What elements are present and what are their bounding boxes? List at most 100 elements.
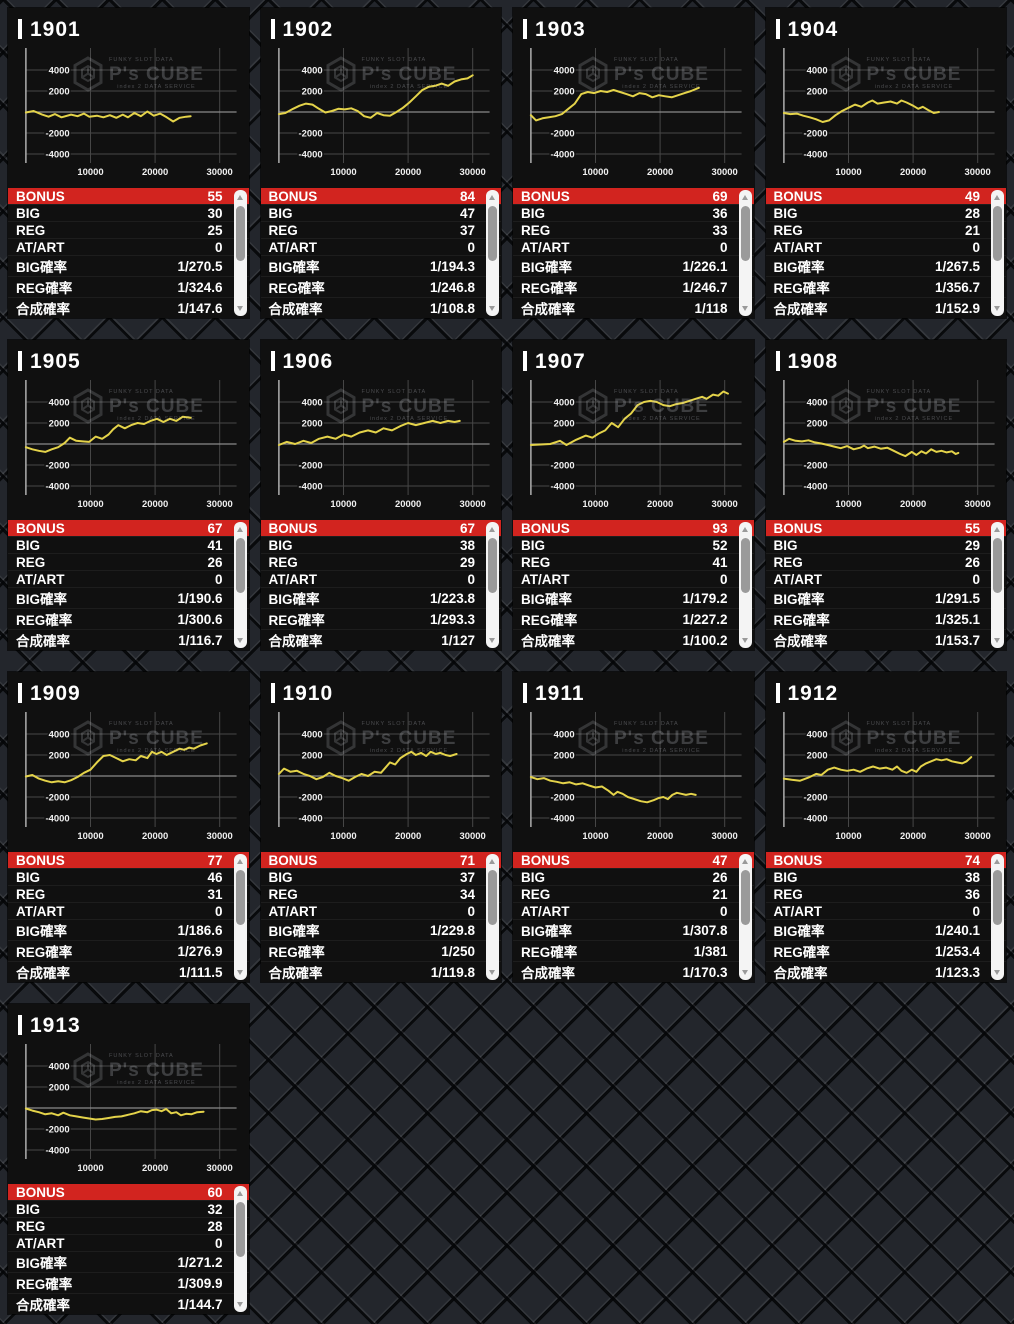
scroll-down-icon[interactable]: [236, 638, 243, 643]
scroll-up-icon[interactable]: [236, 195, 243, 200]
scroll-up-icon[interactable]: [489, 859, 495, 864]
table-scrollbar[interactable]: [991, 522, 1004, 648]
stats-table[interactable]: BONUS 55 BIG 29 REG 26 AT/ART 0 BIG確率 1/291.5 REG確…: [765, 520, 1006, 650]
scroll-up-icon[interactable]: [236, 527, 243, 532]
stat-row: 合成確率 1/147.6: [8, 297, 249, 318]
table-scrollbar[interactable]: [233, 1186, 247, 1312]
scroll-down-icon[interactable]: [489, 638, 495, 643]
stat-row: AT/ART 0: [513, 238, 754, 255]
svg-text:-2000: -2000: [298, 792, 322, 803]
stats-table[interactable]: BONUS 93 BIG 52 REG 41 AT/ART 0 BIG確率 1/179.2 REG確…: [513, 520, 754, 650]
stat-row-bonus: BONUS 74: [765, 852, 1006, 868]
scroll-down-icon[interactable]: [994, 970, 1000, 975]
table-scrollbar[interactable]: [738, 854, 752, 980]
svg-text:10000: 10000: [582, 831, 608, 842]
scrollbar-thumb[interactable]: [235, 538, 245, 593]
table-scrollbar[interactable]: [738, 522, 752, 648]
stat-label: BIG: [16, 205, 41, 221]
machine-number: 1903: [535, 17, 586, 41]
svg-text:10000: 10000: [330, 167, 356, 178]
machine-panel: 1911 FUNKY SLOT DATA P's CUBE index 2 DA…: [513, 672, 754, 982]
table-scrollbar[interactable]: [991, 854, 1004, 980]
stats-table[interactable]: BONUS 60 BIG 32 REG 28 AT/ART 0 BIG確率 1/271.2 REG確…: [8, 1184, 249, 1314]
scrollbar-thumb[interactable]: [488, 870, 497, 925]
stats-table[interactable]: BONUS 69 BIG 36 REG 33 AT/ART 0 BIG確率 1/226.1 REG確…: [513, 188, 754, 318]
scrollbar-thumb[interactable]: [488, 206, 497, 261]
table-scrollbar[interactable]: [738, 190, 752, 316]
scroll-down-icon[interactable]: [489, 970, 495, 975]
stats-table[interactable]: BONUS 47 BIG 26 REG 21 AT/ART 0 BIG確率 1/307.8 REG確…: [513, 852, 754, 982]
svg-text:30000: 30000: [964, 167, 990, 178]
svg-text:30000: 30000: [207, 499, 233, 510]
table-scrollbar[interactable]: [233, 854, 247, 980]
scrollbar-thumb[interactable]: [993, 870, 1002, 925]
stats-table[interactable]: BONUS 84 BIG 47 REG 37 AT/ART 0 BIG確率 1/194.3 REG確…: [260, 188, 501, 318]
scroll-down-icon[interactable]: [741, 638, 748, 643]
slump-graph: 4000 2000 -2000 -4000 10000 20000 30000: [277, 712, 490, 842]
scroll-down-icon[interactable]: [236, 306, 243, 311]
stat-label: 合成確率: [268, 966, 323, 981]
scroll-down-icon[interactable]: [741, 306, 748, 311]
svg-text:30000: 30000: [207, 1163, 233, 1174]
stats-table[interactable]: BONUS 49 BIG 28 REG 21 AT/ART 0 BIG確率 1/267.5 REG確…: [765, 188, 1006, 318]
stat-label: BIG確率: [268, 924, 320, 939]
scroll-up-icon[interactable]: [236, 1191, 243, 1196]
table-scrollbar[interactable]: [233, 190, 247, 316]
scrollbar-thumb[interactable]: [488, 538, 497, 593]
stat-row: BIG確率 1/270.5: [8, 255, 249, 276]
stat-value: 1/116.7: [178, 632, 223, 648]
table-scrollbar[interactable]: [486, 854, 499, 980]
scroll-down-icon[interactable]: [994, 638, 1000, 643]
scrollbar-thumb[interactable]: [993, 206, 1002, 261]
stats-table[interactable]: BONUS 67 BIG 41 REG 26 AT/ART 0 BIG確率 1/190.6 REG確…: [8, 520, 249, 650]
scroll-down-icon[interactable]: [994, 306, 1000, 311]
stat-row: REG確率 1/253.4: [765, 940, 1006, 961]
scroll-up-icon[interactable]: [994, 527, 1000, 532]
scroll-up-icon[interactable]: [741, 195, 748, 200]
scroll-down-icon[interactable]: [236, 970, 243, 975]
scrollbar-thumb[interactable]: [740, 538, 750, 593]
scrollbar-thumb[interactable]: [235, 206, 245, 261]
stat-value: 21: [964, 222, 980, 238]
stats-table[interactable]: BONUS 74 BIG 38 REG 36 AT/ART 0 BIG確率 1/240.1 REG確…: [765, 852, 1006, 982]
slump-graph-area: FUNKY SLOT DATA P's CUBE index 2 DATA SE…: [261, 42, 502, 188]
stats-table[interactable]: BONUS 67 BIG 38 REG 29 AT/ART 0 BIG確率 1/223.8 REG確…: [260, 520, 501, 650]
stats-table[interactable]: BONUS 77 BIG 46 REG 31 AT/ART 0 BIG確率 1/186.6 REG確…: [8, 852, 249, 982]
stat-row: AT/ART 0: [765, 570, 1006, 587]
scroll-up-icon[interactable]: [994, 195, 1000, 200]
scroll-up-icon[interactable]: [741, 859, 748, 864]
scroll-down-icon[interactable]: [489, 306, 495, 311]
svg-text:20000: 20000: [142, 1163, 168, 1174]
stat-value: 0: [719, 903, 728, 919]
stat-row: REG 29: [260, 553, 501, 570]
scroll-up-icon[interactable]: [489, 527, 495, 532]
scrollbar-thumb[interactable]: [235, 1202, 245, 1257]
slump-graph-area: FUNKY SLOT DATA P's CUBE index 2 DATA SE…: [513, 42, 754, 188]
table-scrollbar[interactable]: [486, 522, 499, 648]
scrollbar-thumb[interactable]: [740, 206, 750, 261]
scroll-up-icon[interactable]: [489, 195, 495, 200]
slump-graph-area: FUNKY SLOT DATA P's CUBE index 2 DATA SE…: [8, 706, 249, 852]
slump-graph-area: FUNKY SLOT DATA P's CUBE index 2 DATA SE…: [261, 374, 502, 520]
table-scrollbar[interactable]: [991, 190, 1004, 316]
scroll-down-icon[interactable]: [236, 1302, 243, 1307]
stat-row: REG確率 1/309.9: [8, 1272, 249, 1293]
table-scrollbar[interactable]: [486, 190, 499, 316]
scroll-up-icon[interactable]: [236, 859, 243, 864]
stat-label: REG確率: [16, 1277, 73, 1292]
stat-row: BIG確率 1/194.3: [260, 255, 501, 276]
scroll-up-icon[interactable]: [994, 859, 1000, 864]
scrollbar-thumb[interactable]: [740, 870, 750, 925]
table-scrollbar[interactable]: [233, 522, 247, 648]
scrollbar-thumb[interactable]: [993, 538, 1002, 593]
scroll-down-icon[interactable]: [741, 970, 748, 975]
stats-table[interactable]: BONUS 71 BIG 37 REG 34 AT/ART 0 BIG確率 1/229.8 REG確…: [260, 852, 501, 982]
svg-text:4000: 4000: [49, 397, 70, 408]
scroll-up-icon[interactable]: [741, 527, 748, 532]
stats-table[interactable]: BONUS 55 BIG 30 REG 25 AT/ART 0 BIG確率 1/270.5 REG確…: [8, 188, 249, 318]
scrollbar-thumb[interactable]: [235, 870, 245, 925]
svg-text:4000: 4000: [806, 65, 827, 76]
stat-value: 1/226.1: [682, 258, 728, 274]
svg-text:4000: 4000: [301, 729, 322, 740]
